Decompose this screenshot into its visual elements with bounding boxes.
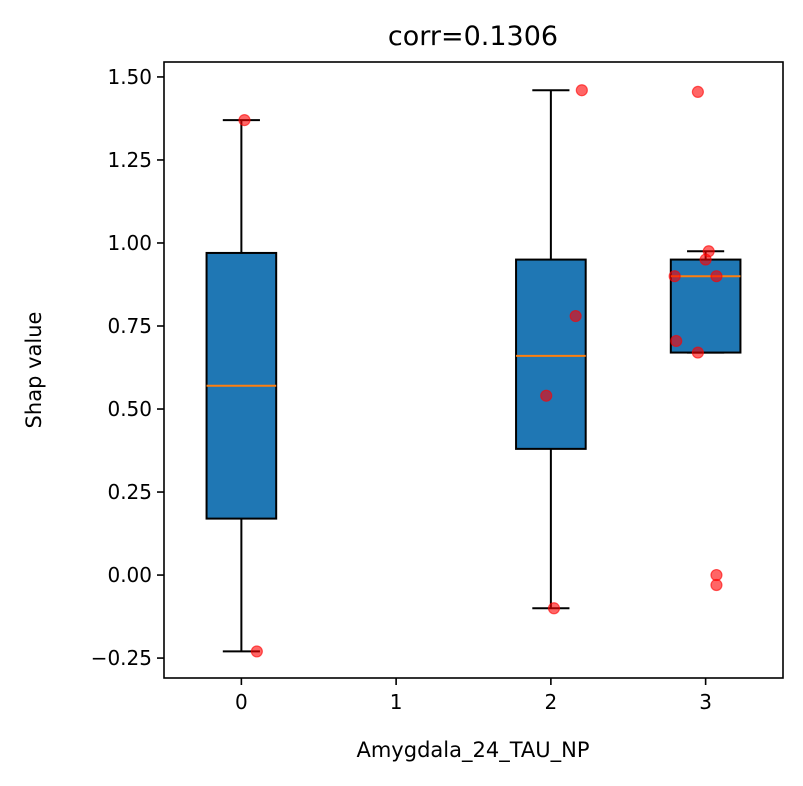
data-point-7 bbox=[668, 270, 681, 283]
data-point-6 bbox=[691, 85, 704, 98]
data-point-5 bbox=[575, 84, 588, 97]
data-point-3 bbox=[569, 309, 582, 323]
data-point-2 bbox=[540, 389, 553, 402]
box-2-body bbox=[669, 258, 742, 354]
y-tick-label-4: 0.75 bbox=[107, 314, 152, 338]
box-1-body bbox=[515, 258, 587, 450]
data-point-4 bbox=[547, 602, 561, 615]
y-tick-label-3: 0.50 bbox=[107, 397, 152, 421]
data-point-8 bbox=[670, 334, 683, 348]
x-axis-label: Amygdala_24_TAU_NP bbox=[356, 738, 589, 763]
data-point-9 bbox=[691, 346, 704, 359]
data-point-11 bbox=[699, 253, 712, 266]
y-axis-label: Shap value bbox=[22, 312, 46, 429]
x-tick-label-1: 1 bbox=[390, 690, 403, 714]
data-point-0 bbox=[238, 114, 251, 127]
y-tick-label-7: 1.50 bbox=[107, 65, 152, 89]
data-point-1 bbox=[250, 645, 263, 658]
y-tick-label-6: 1.25 bbox=[107, 148, 152, 172]
y-tick-label-2: 0.25 bbox=[107, 480, 152, 504]
y-tick-label-0: −0.25 bbox=[91, 646, 152, 670]
data-point-14 bbox=[710, 578, 723, 592]
chart-title: corr=0.1306 bbox=[388, 21, 558, 52]
x-tick-label-0: 0 bbox=[235, 690, 248, 714]
data-point-12 bbox=[710, 270, 723, 283]
y-tick-label-1: 0.00 bbox=[107, 563, 152, 587]
x-tick-label-3: 3 bbox=[699, 690, 712, 714]
x-tick-label-2: 2 bbox=[545, 690, 558, 714]
data-point-13 bbox=[710, 568, 723, 582]
plot-frame bbox=[163, 61, 784, 679]
plot-area bbox=[205, 84, 742, 658]
y-tick-label-5: 1.00 bbox=[107, 231, 152, 255]
axis-ticks: 0 1 2 3 −0.25 0.00 0.25 0.50 0.75 1.00 1.25 1.50 bbox=[91, 65, 712, 714]
